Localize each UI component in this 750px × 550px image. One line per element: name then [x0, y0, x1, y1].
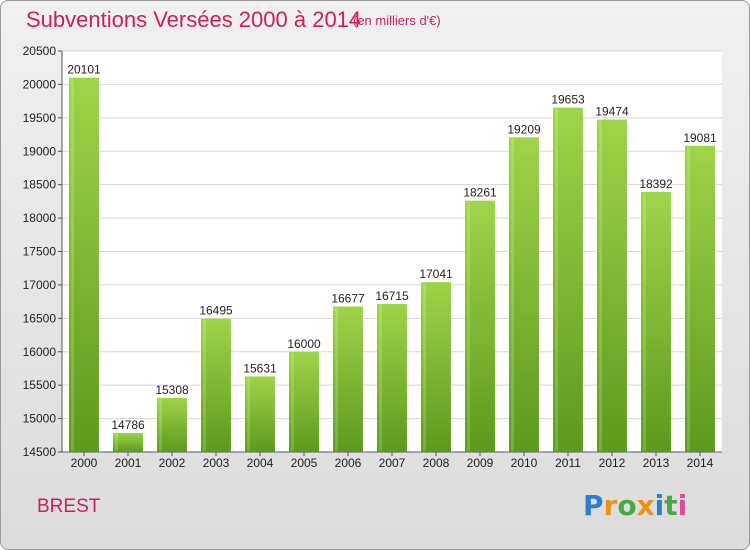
bar-highlight — [335, 307, 339, 451]
y-tick-label: 20000 — [23, 77, 57, 91]
bar-highlight — [555, 108, 559, 451]
y-tick-label: 20500 — [23, 44, 57, 58]
data-label: 15308 — [155, 383, 189, 397]
logo-letter: i — [654, 489, 665, 522]
logo-letter: o — [617, 489, 637, 522]
x-tick-label: 2000 — [71, 456, 98, 470]
data-label: 16715 — [375, 289, 409, 303]
bar — [597, 119, 627, 453]
bar — [245, 376, 275, 452]
y-tick-label: 19000 — [23, 144, 57, 158]
x-tick-label: 2013 — [643, 456, 670, 470]
bar-highlight — [203, 319, 207, 451]
bar — [553, 107, 583, 452]
y-tick-label: 15500 — [23, 378, 57, 392]
logo-letter: P — [583, 489, 604, 522]
y-tick-label: 19500 — [23, 111, 57, 125]
bar-highlight — [291, 352, 295, 451]
x-tick-label: 2003 — [203, 456, 230, 470]
x-tick-label: 2004 — [247, 456, 274, 470]
bar-highlight — [643, 192, 647, 451]
bar-highlight — [159, 398, 163, 451]
logo-letter: t — [664, 489, 678, 522]
chart-title: Subventions Versées 2000 à 2014 — [26, 7, 362, 32]
bar-highlight — [247, 377, 251, 451]
bar — [421, 282, 451, 452]
logo-letter: i — [677, 489, 688, 522]
data-label: 19081 — [683, 131, 717, 145]
x-tick-label: 2001 — [115, 456, 142, 470]
y-tick-label: 18500 — [23, 178, 57, 192]
bar — [289, 351, 319, 452]
bar — [641, 191, 671, 452]
data-label: 16495 — [199, 304, 233, 318]
bar — [509, 137, 539, 452]
x-tick-label: 2012 — [599, 456, 626, 470]
bar-highlight — [379, 304, 383, 451]
bar — [685, 145, 715, 453]
y-tick-label: 17000 — [23, 278, 57, 292]
y-tick-label: 16000 — [23, 345, 57, 359]
logo-letter: r — [603, 489, 618, 522]
city-label: BREST — [37, 496, 101, 517]
data-label: 18261 — [463, 186, 497, 200]
bar — [465, 200, 495, 452]
data-label: 19653 — [551, 93, 585, 107]
bar — [201, 318, 231, 452]
bar — [69, 77, 99, 452]
x-tick-label: 2011 — [555, 456, 581, 470]
bar-highlight — [467, 201, 471, 451]
y-tick-label: 16500 — [23, 311, 57, 325]
proxiti-logo[interactable]: Proxiti — [583, 489, 687, 522]
x-tick-label: 2008 — [423, 456, 450, 470]
bar-highlight — [687, 146, 691, 452]
bar — [157, 397, 187, 452]
y-tick-label: 18000 — [23, 211, 57, 225]
bar-highlight — [423, 283, 427, 451]
bar-highlight — [511, 138, 515, 451]
bar-highlight — [115, 433, 119, 451]
x-tick-label: 2006 — [335, 456, 362, 470]
data-label: 19209 — [507, 122, 541, 136]
chart-subtitle: (en milliers d'€) — [353, 13, 441, 28]
y-tick-label: 15000 — [23, 412, 57, 426]
logo-letter: x — [636, 489, 655, 522]
y-tick-label: 17500 — [23, 245, 57, 259]
data-label: 15631 — [243, 361, 277, 375]
data-label: 20101 — [67, 63, 101, 77]
data-label: 17041 — [419, 267, 453, 281]
x-tick-label: 2010 — [511, 456, 538, 470]
bar — [377, 303, 407, 452]
data-label: 16000 — [287, 337, 321, 351]
x-tick-label: 2009 — [467, 456, 494, 470]
x-tick-label: 2002 — [159, 456, 186, 470]
data-label: 14786 — [111, 418, 145, 432]
x-tick-label: 2005 — [291, 456, 318, 470]
data-label: 16677 — [331, 292, 365, 306]
bar-highlight — [599, 120, 603, 452]
x-tick-label: 2014 — [687, 456, 714, 470]
y-tick-label: 14500 — [23, 445, 57, 459]
data-label: 19474 — [595, 105, 629, 119]
data-label: 18392 — [639, 177, 673, 191]
bar — [113, 432, 143, 452]
x-tick-label: 2007 — [379, 456, 406, 470]
bar — [333, 306, 363, 452]
bar-highlight — [71, 78, 75, 451]
